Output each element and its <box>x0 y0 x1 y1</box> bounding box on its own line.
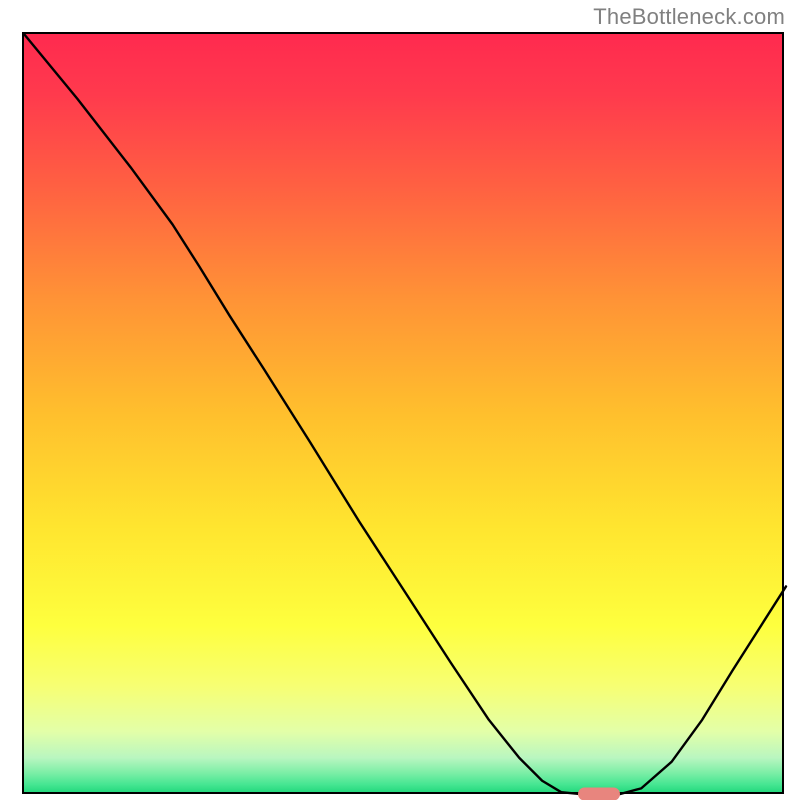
canvas-root: TheBottleneck.com <box>0 0 800 800</box>
highlight-marker <box>578 788 620 800</box>
chart-svg <box>24 34 786 796</box>
bottleneck-curve <box>24 34 786 794</box>
plot-area <box>22 32 784 794</box>
watermark-text: TheBottleneck.com <box>593 4 785 30</box>
